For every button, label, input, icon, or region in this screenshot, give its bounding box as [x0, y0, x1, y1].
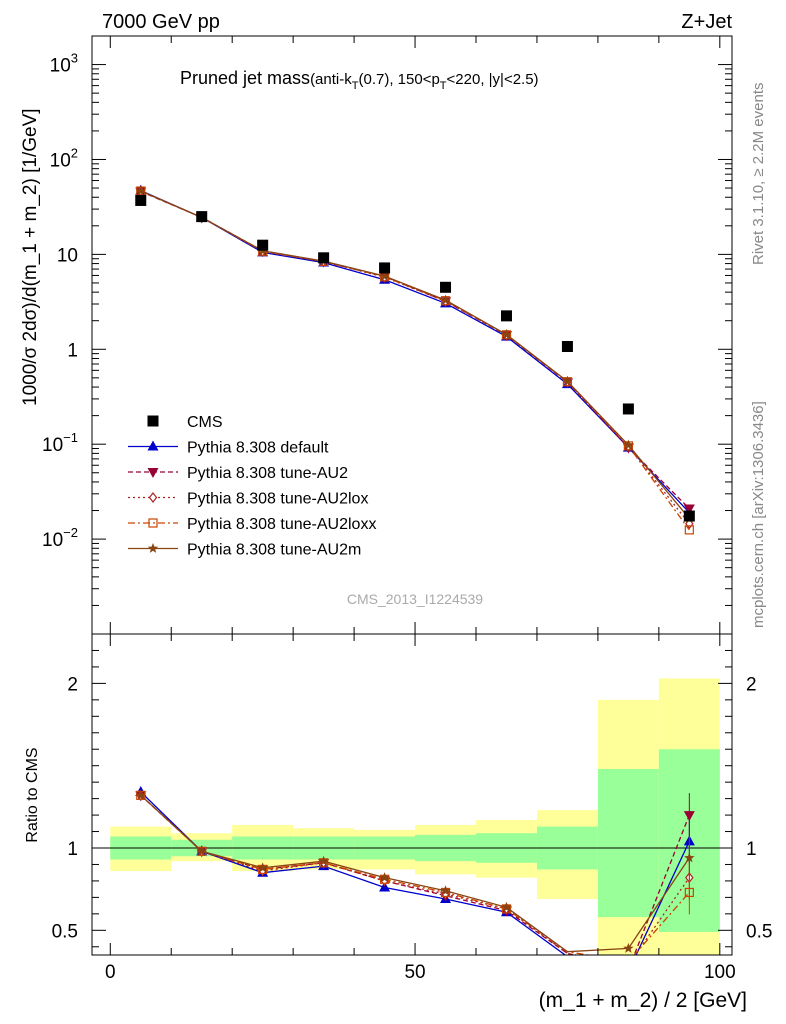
legend-label-4: Pythia 8.308 tune-AU2loxx: [187, 516, 376, 533]
ratio-series-line-1: [140, 794, 690, 971]
y-tick-label-ratio: 1: [67, 839, 78, 860]
legend-marker-4: [148, 518, 158, 528]
ratio-series-4-point: [135, 789, 146, 800]
x-tick-label: 0: [105, 962, 116, 983]
legend-marker-2: [147, 468, 159, 478]
cms-data-point: [257, 239, 269, 251]
uncertainty-band-inner: [597, 768, 659, 918]
y-tick-label-main: 10−2: [42, 525, 78, 551]
ratio-series-4-point: [501, 901, 512, 912]
main-series-1-point: [683, 504, 695, 515]
y-tick-label-main: 10−1: [42, 430, 78, 456]
y-tick-label-ratio: 0.5: [52, 921, 78, 942]
cms-data-point: [379, 262, 391, 274]
cms-data-point: [500, 310, 512, 322]
legend-label-3: Pythia 8.308 tune-AU2lox: [187, 491, 368, 508]
ratio-series-4-point: [684, 852, 695, 863]
y-tick-label-ratio-right: 1: [746, 839, 757, 860]
main-series-4-point: [623, 439, 634, 450]
cms-data-point: [683, 510, 695, 522]
ratio-y-axis-label: Ratio to CMS: [24, 747, 41, 842]
y-tick-label-ratio: 2: [67, 674, 78, 695]
ratio-series-4-point: [196, 845, 207, 856]
ratio-series-4-point: [440, 885, 451, 896]
y-tick-label-main: 10: [57, 245, 78, 266]
legend-label-2: Pythia 8.308 tune-AU2: [187, 465, 348, 482]
main-series-4-point: [135, 185, 146, 196]
main-series-3-point: [684, 525, 694, 535]
legend-marker-cms: [147, 415, 159, 427]
main-series-line-4: [140, 190, 690, 519]
legend-label-1: Pythia 8.308 default: [187, 440, 329, 457]
legend-marker-3: [148, 492, 158, 503]
energy-label: 7000 GeV pp: [102, 11, 220, 33]
legend-marker-5: [147, 543, 159, 553]
main-series-4-point: [379, 270, 390, 281]
rivet-label: Rivet 3.1.10, ≥ 2.2M events: [750, 83, 767, 266]
x-tick-label: 50: [404, 962, 425, 983]
legend-label-0: CMS: [187, 414, 223, 431]
y-tick-label-main: 103: [50, 51, 78, 77]
main-series-line-1: [140, 190, 690, 509]
chart-title: Pruned jet mass(anti-kT(0.7), 150<pT<220…: [180, 68, 539, 92]
y-tick-label-main: 102: [50, 145, 78, 171]
cms-data-point: [196, 211, 208, 223]
ratio-series-1-point: [683, 811, 695, 822]
legend-marker-1: [147, 440, 159, 451]
main-y-axis-label: 1000/σ 2dσ)/d(m_1 + m_2) [1/GeV]: [20, 108, 41, 406]
cms-data-point: [318, 252, 330, 264]
legend: CMS Pythia 8.308 default Pythia 8.308 tune…: [128, 414, 376, 559]
ratio-frame: [91, 633, 733, 956]
process-label: Z+Jet: [681, 11, 732, 33]
main-series-4-point: [562, 375, 573, 386]
main-series-4-point: [501, 329, 512, 339]
cms-data-point: [622, 403, 634, 415]
ratio-series-3-point: [684, 887, 694, 898]
cms-data-point: [561, 340, 573, 352]
x-tick-label: 100: [704, 962, 736, 983]
ratio-panel: 0.5 0.5 1 1 2 2 0 50 100 Ratio to CMS (m_1 + m_2…: [24, 633, 772, 1012]
y-tick-label-ratio-right: 2: [746, 674, 757, 695]
ratio-clip-mask: [92, 955, 732, 985]
y-tick-label-main: 1: [67, 340, 78, 361]
mcplots-label: mcplots.cern.ch [arXiv:1306.3436]: [750, 401, 767, 628]
watermark: CMS_2013_I1224539: [347, 591, 483, 607]
ratio-series-4-point: [318, 855, 329, 866]
cms-data-point: [440, 281, 452, 293]
cms-data-point: [135, 194, 147, 206]
y-tick-label-ratio-right: 0.5: [746, 921, 772, 942]
ratio-series-4-point: [257, 862, 268, 873]
main-series-4-point: [440, 294, 451, 305]
legend-label-5: Pythia 8.308 tune-AU2m: [187, 542, 361, 559]
x-axis-label: (m_1 + m_2) / 2 [GeV]: [539, 989, 747, 1012]
ratio-series-4-point: [623, 942, 634, 953]
ratio-series-4-point: [379, 872, 390, 883]
